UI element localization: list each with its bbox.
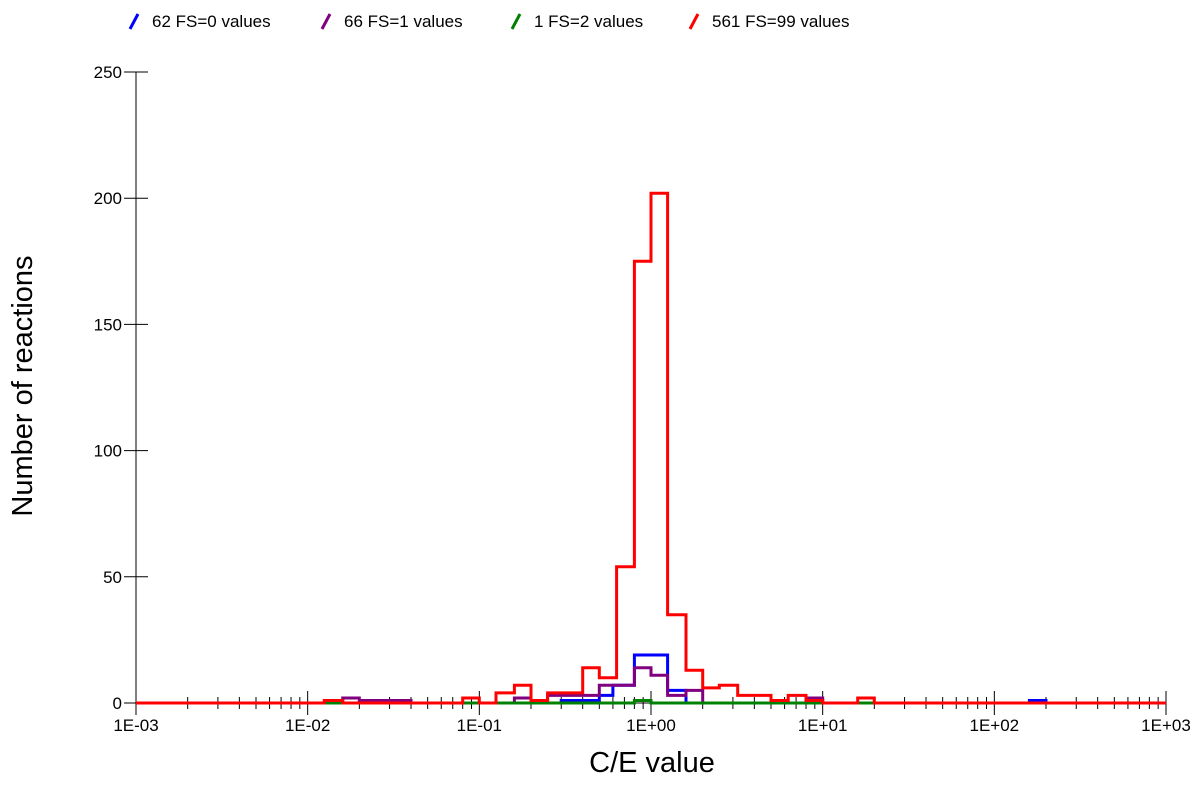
legend-item-0: 62 FS=0 values: [128, 12, 271, 31]
legend: 62 FS=0 values 66 FS=1 values 1 FS=2 value…: [128, 12, 850, 31]
legend-swatch: [510, 13, 522, 30]
x-tick-label: 1E+01: [798, 716, 848, 735]
series-layer: [136, 191, 1166, 705]
x-axis-title: C/E value: [589, 747, 715, 779]
y-tick-label: 150: [94, 315, 122, 334]
legend-swatch: [128, 13, 140, 30]
legend-swatch: [688, 13, 700, 30]
x-tick-label: 1E+00: [626, 716, 676, 735]
series-line-2: [136, 699, 1166, 705]
y-tick-label: 100: [94, 442, 122, 461]
y-tick-label: 250: [94, 63, 122, 82]
y-tick-label: 50: [103, 568, 122, 587]
legend-item-3: 561 FS=99 values: [688, 12, 850, 31]
y-tick-label: 200: [94, 189, 122, 208]
legend-item-1: 66 FS=1 values: [320, 12, 463, 31]
x-tick-label: 1E-03: [113, 716, 158, 735]
legend-item-2: 1 FS=2 values: [510, 12, 643, 31]
y-axis-title: Number of reactions: [7, 255, 39, 516]
legend-label: 62 FS=0 values: [152, 12, 271, 31]
y-axis: 0 50 100 150 200 250: [94, 63, 148, 713]
x-axis: 1E-03 1E-02 1E-01 1E+00 1E+01 1E+02 1E+03: [113, 691, 1191, 735]
y-tick-label: 0: [113, 694, 122, 713]
legend-label: 1 FS=2 values: [534, 12, 643, 31]
x-tick-label: 1E-02: [285, 716, 330, 735]
x-tick-label: 1E+03: [1141, 716, 1191, 735]
legend-label: 561 FS=99 values: [712, 12, 850, 31]
series-line-0: [136, 653, 1166, 705]
x-tick-label: 1E+02: [970, 716, 1020, 735]
series-line-3: [136, 191, 1166, 705]
legend-label: 66 FS=1 values: [344, 12, 463, 31]
x-tick-label: 1E-01: [457, 716, 502, 735]
legend-swatch: [320, 13, 332, 30]
